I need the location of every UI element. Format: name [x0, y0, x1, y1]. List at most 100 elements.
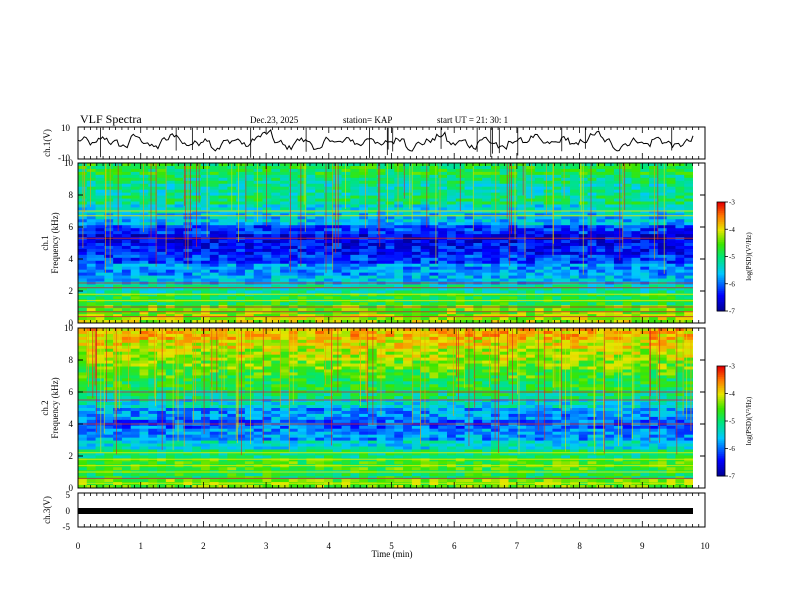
spectrogram-cell [605, 342, 615, 347]
spectrogram-cell [473, 163, 483, 167]
spectrogram-cell [306, 192, 316, 196]
spectrogram-cell [236, 183, 246, 188]
spectrogram-cell [429, 269, 439, 274]
spectrogram-cell [218, 219, 228, 223]
spectrogram-cell [438, 363, 448, 367]
spectrogram-cell [244, 260, 255, 265]
spectrogram-cell [262, 363, 272, 367]
spectrogram-cell [148, 177, 158, 182]
spectrogram-cell [315, 254, 325, 259]
spectrogram-cell [86, 165, 96, 170]
spectrogram-cell [517, 213, 527, 217]
spectrogram-cell [280, 354, 290, 359]
spectrogram-cell [201, 336, 211, 341]
spectrogram-cell [675, 168, 685, 173]
spectrogram-cell [271, 278, 281, 282]
spectrogram-cell [104, 248, 114, 253]
spectrogram-cell [473, 257, 483, 262]
spectrogram-cell [526, 348, 536, 353]
spectrogram-cell [455, 336, 465, 341]
spectrogram-cell [262, 330, 272, 335]
spectrogram-cell [649, 311, 659, 315]
spectrogram-cell [324, 228, 334, 232]
spectrogram-cell [297, 198, 307, 202]
spectrogram-cell [315, 210, 325, 214]
spectrogram-cell [517, 234, 527, 238]
spectrogram-cell [394, 275, 404, 279]
spectrogram-cell [306, 204, 316, 208]
spectrogram-cell [113, 339, 123, 344]
spectrogram-cell [438, 366, 448, 370]
spectrogram-cell [148, 296, 158, 300]
spectrogram-cell [201, 345, 211, 350]
spectrogram-cell [165, 222, 176, 226]
spectrogram-cell [666, 357, 676, 361]
spectrogram-cell [552, 213, 562, 217]
spectrogram-cell [499, 171, 509, 176]
spectrogram-cell [201, 339, 211, 344]
spectrogram-cell [561, 317, 571, 321]
spectrogram-cell [385, 272, 395, 276]
spectrogram-cell [605, 360, 615, 364]
spectrogram-cell [236, 278, 246, 282]
spectrogram-cell [411, 275, 422, 279]
spectrogram-cell [341, 180, 351, 185]
spectrogram-cell [534, 248, 545, 253]
spectrogram-cell [341, 174, 351, 179]
colorbar-cell [717, 278, 725, 281]
spectrogram-cell [429, 330, 439, 335]
spectrogram-cell [183, 354, 193, 359]
spectrogram-cell [684, 354, 694, 359]
spectrogram-cell [570, 177, 580, 182]
spectrogram-cell [622, 213, 632, 217]
spectrogram-cell [394, 207, 404, 211]
spectrogram-cell [332, 336, 342, 341]
spectrogram-cell [394, 165, 404, 170]
spectrogram-cell [359, 290, 369, 294]
spectrogram-cell [306, 168, 316, 173]
spectrogram-cell [165, 216, 176, 220]
spectrogram-cell [385, 234, 395, 238]
spectrogram-cell [605, 222, 615, 226]
spectrogram-cell [684, 180, 694, 185]
spectrogram-cell [561, 198, 571, 202]
spectrogram-cell [376, 293, 386, 297]
spectrogram-cell [192, 254, 202, 259]
figure-title: VLF Spectra [80, 112, 142, 126]
spectrogram-cell [104, 272, 114, 276]
spectrogram-cell [297, 210, 307, 214]
spectrogram-cell [95, 272, 105, 276]
spectrogram-cell [561, 163, 571, 167]
spectrogram-cell [86, 348, 96, 353]
spectrogram-cell [359, 254, 369, 259]
spectrogram-cell [218, 339, 228, 344]
spectrogram-cell [121, 245, 132, 250]
spectrogram-cell [622, 348, 632, 353]
spectrogram-cell [367, 263, 378, 268]
spectrogram-cell [157, 336, 167, 341]
spectrogram-cell [657, 366, 668, 370]
spectrogram-cell [534, 284, 545, 288]
spectrogram-cell [324, 171, 334, 176]
spectrogram-cell [499, 354, 509, 359]
spectrogram-cell [526, 263, 536, 268]
spectrogram-cell [306, 240, 316, 244]
colorbar-tick-label: -4 [729, 226, 735, 234]
spectrogram-cell [517, 243, 527, 247]
spectrogram-cell [324, 222, 334, 226]
spectrogram-cell [174, 296, 184, 300]
spectrogram-cell [86, 222, 96, 226]
spectrogram-cell [631, 245, 641, 250]
spectrogram-cell [534, 192, 545, 196]
spectrogram-cell [209, 278, 219, 282]
spectrogram-cell [385, 168, 395, 173]
spectrogram-cell [236, 180, 246, 185]
spectrogram-cell [113, 251, 123, 256]
spectrogram-cell [508, 219, 518, 223]
spectrogram-cell [684, 207, 694, 211]
spectrogram-cell [543, 348, 553, 353]
spectrogram-cell [209, 336, 219, 341]
spectrogram-cell [473, 357, 483, 361]
spectrogram-cell [271, 207, 281, 211]
